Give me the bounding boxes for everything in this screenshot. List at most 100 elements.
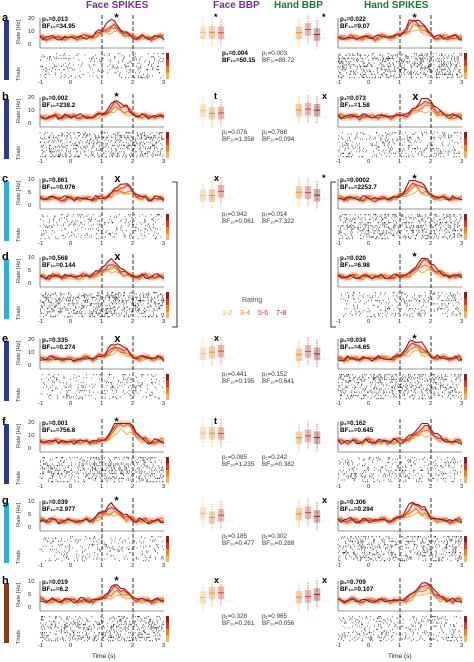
face-spikes-spike-raster bbox=[39, 301, 164, 303]
hand-spikes-rate-line bbox=[337, 501, 463, 524]
hand-spikes-spike-raster bbox=[342, 144, 449, 146]
face-spikes-stats: p₁=0.019 BF₁₀=6.2 bbox=[42, 579, 69, 594]
significance-marker: * bbox=[114, 12, 119, 24]
hand-spikes-spike-raster bbox=[343, 640, 462, 642]
face-spikes-spike-raster bbox=[41, 144, 163, 146]
face-spikes-spike-raster bbox=[44, 638, 161, 640]
face-spikes-stats: p₁=0.861 BF₁₀=0.076 bbox=[42, 177, 76, 192]
panel-label: d bbox=[2, 251, 9, 263]
face-spikes-stats: p₁=0.013 BF₁₀=34.95 bbox=[42, 16, 76, 31]
time-tick-label: 2 bbox=[131, 643, 135, 649]
face-spikes-spike-raster bbox=[41, 633, 160, 635]
face-spikes-stats: p₁=0.335 BF₁₀=0.274 bbox=[42, 337, 76, 352]
face-spikes-spike-raster bbox=[42, 640, 157, 642]
significance-marker: * bbox=[412, 251, 417, 263]
hand-spikes-stats: p₁=0.034 BF₁₀=4.65 bbox=[340, 337, 370, 352]
rate-tick-label: 20 bbox=[28, 16, 35, 22]
face-spikes-spike-raster bbox=[41, 466, 164, 468]
significance-marker: x bbox=[114, 333, 121, 345]
face-spikes-spike-raster bbox=[47, 72, 160, 74]
hand-spikes-spike-raster bbox=[354, 309, 462, 311]
face-spikes-spike-raster bbox=[39, 393, 154, 395]
face-spikes-spike-raster bbox=[40, 461, 162, 463]
face-spikes-spike-raster bbox=[40, 293, 162, 295]
face-spikes-spike-raster bbox=[46, 385, 148, 387]
face-spikes-spike-raster bbox=[39, 632, 158, 634]
face-spikes-rate-band bbox=[40, 25, 164, 44]
face-spikes-rating-colorbar bbox=[166, 59, 169, 66]
header-hand-bbp: Hand BBP bbox=[274, 0, 323, 11]
rate-tick-label: 0 bbox=[28, 281, 32, 287]
trials-axis-label: Trials bbox=[16, 630, 22, 644]
trials-axis-label: Trials bbox=[16, 306, 22, 320]
rate-axis-label: Rate [Hz] bbox=[16, 19, 22, 44]
face-spikes-rate-line bbox=[39, 501, 165, 525]
hand-spikes-spike-raster bbox=[363, 628, 456, 630]
header-face-bbp: Face BBP bbox=[213, 0, 260, 11]
face-spikes-spike-raster bbox=[40, 300, 165, 302]
face-spikes-spike-raster bbox=[40, 619, 161, 621]
face-spikes-rating-colorbar bbox=[166, 629, 169, 636]
hand-spikes-rating-colorbar bbox=[464, 629, 467, 636]
hand-spikes-spike-raster bbox=[347, 292, 458, 294]
hand-spikes-spike-raster bbox=[354, 306, 458, 308]
hand-spikes-spike-raster bbox=[337, 477, 455, 479]
hand-spikes-rate-band bbox=[338, 500, 462, 527]
hand-spikes-spike-raster bbox=[340, 152, 460, 154]
hand-spikes-spike-raster bbox=[338, 231, 450, 233]
face-bbp-significance: * bbox=[214, 12, 218, 22]
face-spikes-spike-raster bbox=[48, 222, 156, 224]
rate-axis-label: Rate [Hz] bbox=[16, 502, 22, 527]
hand-spikes-spike-raster bbox=[338, 233, 460, 235]
hand-spikes-stats: p₁=0.709 BF₁₀=0.107 bbox=[340, 579, 374, 594]
hand-unit-bracket bbox=[330, 181, 336, 328]
hand-spikes-rating-colorbar bbox=[464, 151, 467, 158]
rate-tick-label: 10 bbox=[28, 499, 35, 505]
hand-spikes-spike-raster bbox=[340, 461, 458, 463]
significance-marker: * bbox=[412, 173, 417, 185]
hand-spikes-spike-raster bbox=[339, 463, 455, 465]
hand-spikes-spike-raster bbox=[339, 215, 462, 217]
hand-spikes-spike-raster bbox=[358, 457, 454, 459]
unit-color-bar bbox=[4, 20, 9, 80]
hand-spikes-spike-raster bbox=[340, 218, 461, 220]
panel-label: b bbox=[2, 91, 9, 103]
hand-spikes-rating-colorbar bbox=[464, 380, 467, 387]
hand-spikes-spike-raster bbox=[347, 140, 453, 142]
time-tick-label: 3 bbox=[460, 643, 464, 649]
face-spikes-spike-raster bbox=[40, 238, 157, 240]
hand-spikes-spike-raster bbox=[340, 394, 462, 396]
significance-marker: * bbox=[412, 333, 417, 345]
face-spikes-spike-raster bbox=[44, 143, 162, 145]
face-spikes-spike-raster bbox=[43, 539, 156, 541]
hand-spikes-spike-raster bbox=[337, 388, 456, 390]
time-tick-label: 0 bbox=[69, 484, 73, 490]
time-tick-label: 0 bbox=[69, 401, 73, 407]
face-spikes-spike-raster bbox=[40, 304, 163, 306]
hand-spikes-spike-raster bbox=[341, 479, 461, 481]
face-spikes-spike-raster bbox=[49, 398, 160, 400]
hand-spikes-stats: p₁=0.022 BF₁₀=9.07 bbox=[340, 16, 370, 31]
hand-bbp-stats: p₁=0.965 BF₁₀=0.056 bbox=[262, 613, 295, 628]
face-unit-bracket bbox=[172, 181, 178, 328]
hand-spikes-rating-colorbar bbox=[464, 374, 467, 381]
time-tick-label: 3 bbox=[162, 563, 166, 569]
unit-color-bar bbox=[4, 424, 9, 484]
face-spikes-spike-raster bbox=[64, 228, 161, 230]
hand-spikes-spike-raster bbox=[338, 460, 461, 462]
face-spikes-spike-raster bbox=[45, 226, 155, 228]
hand-spikes-spike-raster bbox=[341, 293, 461, 295]
time-tick-label: 0 bbox=[69, 319, 73, 325]
hand-bbp-stats: p₁=0.242 BF₁₀=0.382 bbox=[262, 454, 295, 469]
hand-spikes-spike-raster bbox=[343, 622, 458, 624]
hand-spikes-spike-raster bbox=[339, 72, 461, 74]
face-spikes-spike-raster bbox=[43, 463, 154, 465]
face-spikes-spike-raster bbox=[49, 542, 144, 544]
hand-spikes-spike-raster bbox=[340, 73, 458, 75]
face-spikes-rating-colorbar bbox=[166, 380, 169, 387]
time-tick-label: 2 bbox=[429, 484, 433, 490]
face-spikes-rating-colorbar bbox=[166, 374, 169, 381]
rate-tick-label: 10 bbox=[28, 433, 35, 439]
hand-spikes-spike-raster bbox=[338, 62, 460, 64]
face-spikes-spike-raster bbox=[39, 476, 164, 478]
